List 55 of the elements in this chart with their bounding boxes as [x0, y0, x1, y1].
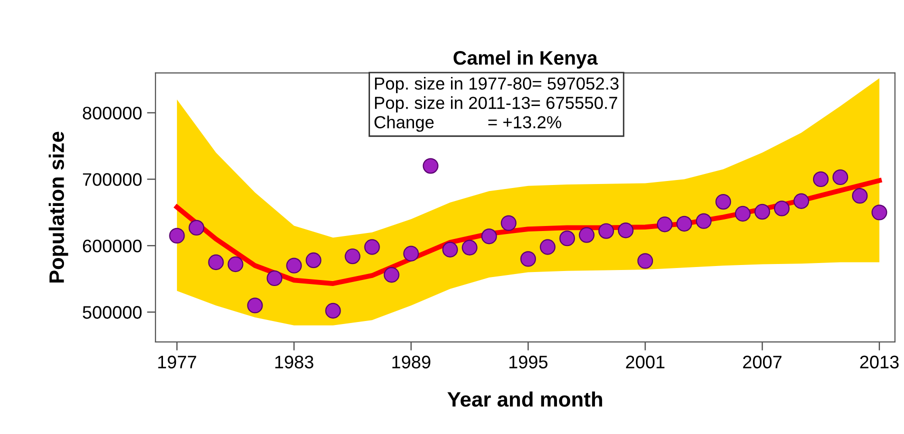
point	[344, 248, 360, 264]
point	[656, 216, 673, 232]
point	[247, 298, 263, 314]
point	[169, 228, 185, 244]
point	[540, 239, 556, 255]
point	[559, 230, 576, 246]
point	[852, 188, 868, 204]
point	[520, 251, 536, 267]
point	[364, 239, 380, 255]
annotation: Change = +13.2%	[374, 116, 562, 132]
point	[774, 200, 790, 216]
point	[618, 222, 634, 238]
annotation: Pop. size in 2011-13= 675550.7	[375, 96, 618, 112]
point	[325, 302, 341, 319]
x-tick-label: 1995	[509, 356, 548, 368]
point	[676, 216, 692, 232]
x-tick-label: 2001	[626, 356, 664, 368]
point	[598, 223, 614, 239]
x-tick-label: 1983	[275, 356, 314, 368]
point	[793, 193, 810, 209]
y-tick-label: 700000	[82, 173, 142, 186]
point	[266, 270, 282, 286]
point	[481, 228, 497, 244]
point	[286, 258, 302, 274]
point	[696, 213, 712, 229]
point	[812, 171, 829, 188]
point	[384, 267, 400, 283]
chart-title: Camel in Kenya	[454, 50, 598, 69]
y-axis-title: Population size	[48, 132, 68, 282]
point	[832, 169, 848, 186]
point	[500, 215, 516, 231]
point	[734, 206, 751, 222]
annotation: Pop. size in 1977-80= 597052.3	[375, 76, 619, 94]
point	[442, 242, 458, 258]
x-tick-label: 2013	[860, 356, 899, 368]
point	[208, 254, 224, 270]
point	[715, 194, 732, 210]
point	[422, 158, 438, 174]
x-tick-label: 1977	[158, 356, 196, 368]
point	[403, 246, 419, 262]
point	[872, 204, 888, 220]
y-tick-label: 800000	[82, 106, 142, 120]
point	[306, 252, 322, 268]
x-tick-label: 1989	[392, 356, 430, 368]
point	[637, 253, 654, 269]
y-tick-label: 500000	[82, 306, 142, 319]
point	[228, 256, 244, 272]
x-axis-title: Year and month	[447, 391, 602, 407]
point	[462, 240, 478, 256]
point	[188, 220, 204, 236]
point	[578, 227, 595, 243]
line-series	[174, 178, 882, 286]
point	[754, 204, 770, 220]
x-tick-label: 2007	[743, 356, 782, 368]
y-tick-label: 600000	[82, 240, 142, 252]
